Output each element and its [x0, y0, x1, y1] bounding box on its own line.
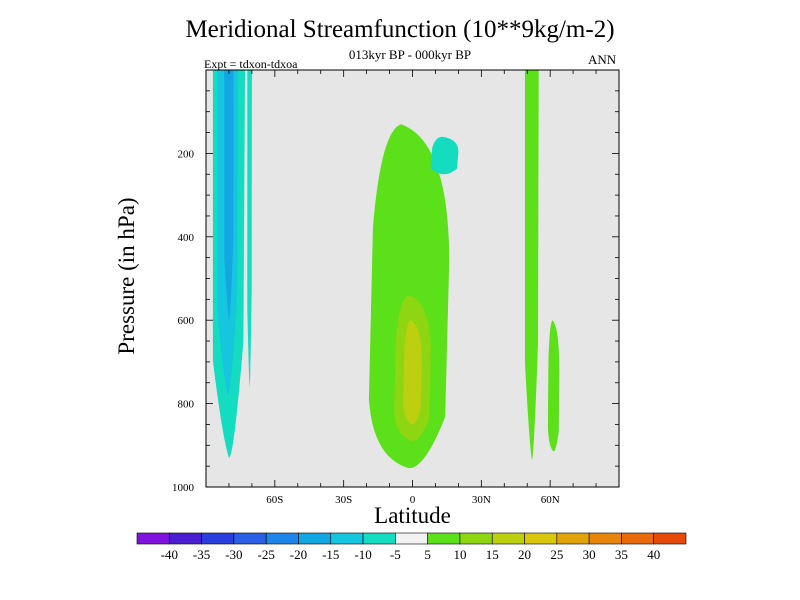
- y-tick-label: 1000: [172, 482, 195, 494]
- colorbar-swatch: [298, 532, 332, 545]
- colorbar-label: -35: [193, 547, 210, 562]
- colorbar-label: 35: [615, 547, 628, 562]
- colorbar-label: 40: [647, 547, 660, 562]
- x-tick-label: 0: [410, 494, 416, 506]
- season-label: ANN: [588, 52, 617, 67]
- experiment-label: Expt = tdxon-tdxoa: [204, 57, 298, 71]
- colorbar-label: 20: [518, 547, 531, 562]
- colorbar-label: -20: [290, 547, 307, 562]
- colorbar-label: 25: [550, 547, 563, 562]
- colorbar-label: -30: [225, 547, 242, 562]
- colorbar-swatch: [233, 532, 267, 545]
- colorbar-label: -40: [161, 547, 178, 562]
- colorbar-swatch: [588, 532, 622, 545]
- x-tick-label: 30S: [335, 494, 352, 506]
- chart-title: Meridional Streamfunction (10**9kg/m-2): [185, 16, 615, 43]
- colorbar-swatch: [491, 532, 525, 545]
- contour-southern-core-cell: [224, 70, 234, 321]
- colorbar-label: -5: [390, 547, 401, 562]
- colorbar-swatch: [395, 532, 428, 545]
- colorbar-label: 5: [424, 547, 431, 562]
- colorbar-swatch: [168, 532, 202, 545]
- colorbar-swatch: [524, 532, 558, 545]
- y-tick-label: 400: [178, 232, 195, 244]
- x-tick-label: 60S: [266, 494, 283, 506]
- colorbar-label: 30: [583, 547, 596, 562]
- y-tick-label: 600: [178, 315, 195, 327]
- colorbar-label: 10: [453, 547, 466, 562]
- colorbar-swatch: [653, 532, 687, 545]
- colorbar-label: -10: [354, 547, 371, 562]
- x-tick-label: 60N: [541, 494, 560, 506]
- colorbar-label: -15: [322, 547, 339, 562]
- colorbar-label: 15: [486, 547, 499, 562]
- colorbar-label: -25: [258, 547, 275, 562]
- x-tick-label: 30N: [472, 494, 491, 506]
- colorbar-swatch: [265, 532, 299, 545]
- contour-northern-band: [524, 70, 539, 460]
- colorbar-swatch: [136, 532, 170, 545]
- colorbar-swatch: [201, 532, 235, 545]
- colorbar-swatch: [362, 532, 396, 545]
- colorbar-swatch: [556, 532, 590, 545]
- contour-upper-tropical-patch: [430, 136, 459, 175]
- x-axis-label: Latitude: [374, 503, 451, 528]
- contour-northern-secondary-band: [547, 320, 560, 452]
- y-tick-label: 800: [178, 399, 195, 411]
- colorbar-swatch: [330, 532, 364, 545]
- colorbar-swatch: [621, 532, 655, 545]
- colorbar-swatch: [427, 532, 461, 545]
- colorbar-swatch: [459, 532, 493, 545]
- contour-tropical-core: [403, 320, 422, 425]
- chart-subtitle: 013kyr BP - 000kyr BP: [348, 47, 472, 62]
- y-tick-label: 200: [178, 148, 195, 160]
- contour-southern-narrow-band: [247, 70, 252, 387]
